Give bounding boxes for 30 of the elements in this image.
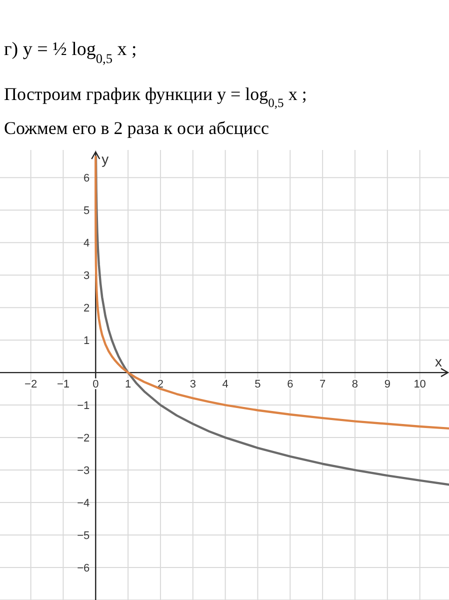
y-tick-label: −3 <box>77 464 90 477</box>
chart-title: г) y = ½ log$_{0,5}$ x ; <box>4 39 137 66</box>
x-tick-label: 9 <box>384 378 390 391</box>
x-tick-label: 8 <box>352 378 358 391</box>
x-tick-label: 1 <box>124 378 132 391</box>
x-tick-label: −1 <box>56 378 70 391</box>
text: Сожмем его в 2 раза к оси абсцисс <box>4 118 269 138</box>
line-series <box>94 156 449 486</box>
y-tick-label: 6 <box>84 172 90 184</box>
y-tick-label: 2 <box>84 302 90 314</box>
x-tick-label: 4 <box>222 378 228 391</box>
y-tick-label: −2 <box>77 432 90 444</box>
x-tick-label: 10 <box>414 378 426 391</box>
x-tick-label: 3 <box>190 378 196 391</box>
y-tick-label: −1 <box>77 400 90 412</box>
x-tick-label: −2 <box>24 378 38 391</box>
x-tick-label: 6 <box>287 378 294 391</box>
x-tick-label: 2 <box>157 378 164 391</box>
chart-subtitle: Построим график функции y = log$_{0,5}$ x ; <box>4 84 307 110</box>
y-tick-label: 5 <box>84 204 90 217</box>
y-axis-title: y <box>102 151 109 167</box>
x-tick-label: 5 <box>254 378 261 391</box>
x-tick-label: 7 <box>320 378 326 391</box>
y-tick-label: 1 <box>84 334 90 347</box>
y-tick-label: 4 <box>84 237 90 250</box>
x-axis-title: x <box>435 354 442 370</box>
y-tick-label: 3 <box>84 270 90 282</box>
y-tick-label: −5 <box>77 530 90 542</box>
y-tick-label: −4 <box>77 497 90 510</box>
y-tick-label: −6 <box>77 562 90 574</box>
